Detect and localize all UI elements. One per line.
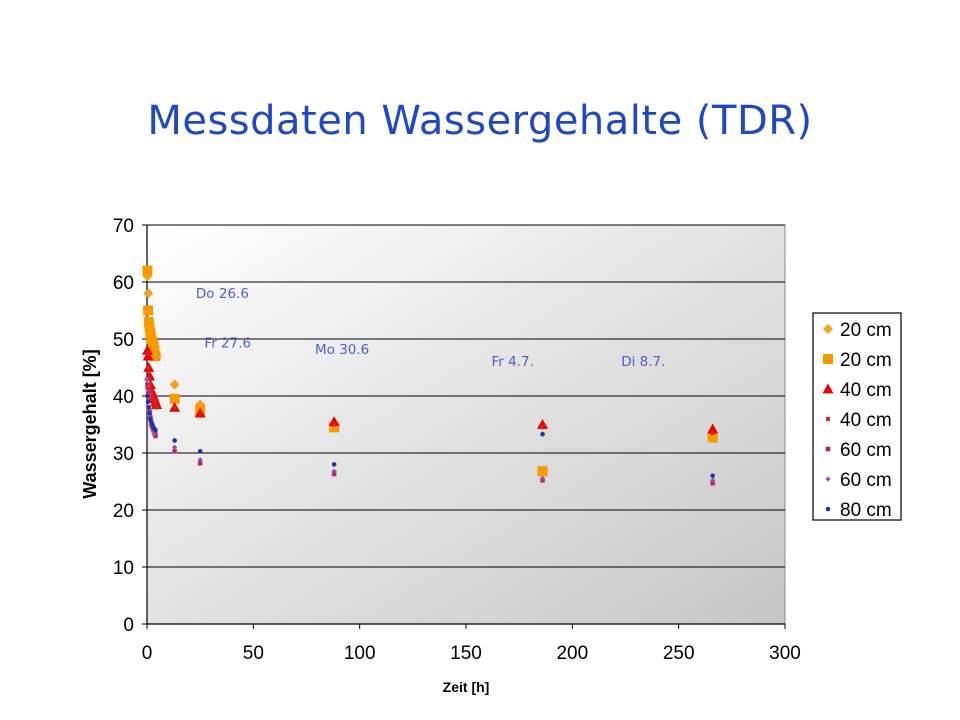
- data-point: [145, 399, 151, 405]
- data-point: [332, 422, 337, 427]
- data-point: [145, 328, 156, 339]
- data-point: [142, 350, 154, 361]
- legend-marker: [825, 506, 831, 512]
- data-point: [710, 431, 715, 436]
- legend-marker: [823, 354, 833, 364]
- legend-label: 20 cm: [840, 350, 892, 371]
- series-6: [145, 393, 715, 479]
- data-point: [145, 351, 150, 356]
- data-point: [169, 379, 180, 390]
- data-point: [144, 376, 151, 382]
- data-point: [145, 393, 150, 399]
- annotation: Mo 30.6: [315, 342, 369, 358]
- data-point: [142, 265, 153, 276]
- data-point: [144, 322, 155, 333]
- y-tick-label: 0: [123, 615, 134, 636]
- data-point: [328, 416, 340, 427]
- data-point: [197, 448, 203, 454]
- series-1: [142, 265, 718, 477]
- slide-title: Messdaten Wassergehalte (TDR): [147, 98, 813, 144]
- y-tick-label: 70: [113, 216, 134, 237]
- data-point: [707, 432, 718, 443]
- data-point: [153, 402, 158, 407]
- data-point: [172, 438, 177, 443]
- legend-label: 60 cm: [840, 440, 892, 461]
- data-point: [150, 351, 161, 362]
- legend-label: 40 cm: [840, 380, 892, 401]
- data-point: [329, 422, 340, 433]
- x-tick-label: 250: [663, 643, 695, 664]
- data-point: [150, 394, 155, 398]
- x-tick-label: 50: [243, 643, 264, 664]
- data-point: [151, 396, 156, 401]
- data-point: [537, 419, 549, 429]
- legend-label: 20 cm: [840, 320, 892, 341]
- data-point: [710, 477, 716, 483]
- data-point: [331, 468, 337, 474]
- legend-marker: [823, 324, 833, 334]
- legend-marker: [826, 417, 830, 421]
- legend-marker: [825, 446, 831, 452]
- annotation: Do 26.6: [196, 286, 249, 302]
- data-point: [152, 399, 157, 404]
- legend-label: 40 cm: [840, 410, 892, 431]
- data-point: [149, 345, 160, 356]
- data-point: [172, 405, 177, 410]
- data-point: [537, 466, 548, 477]
- y-tick-label: 50: [113, 330, 134, 351]
- x-tick-label: 200: [556, 643, 588, 664]
- data-point: [540, 431, 545, 437]
- data-point: [146, 405, 152, 410]
- x-tick-label: 150: [450, 643, 482, 664]
- x-tick-label: 300: [769, 643, 801, 664]
- data-point: [141, 344, 153, 355]
- data-point: [145, 387, 151, 393]
- y-tick-label: 40: [113, 387, 134, 408]
- data-point: [707, 423, 719, 434]
- data-point: [146, 365, 151, 370]
- data-point: [143, 316, 154, 327]
- legend-marker: [822, 383, 834, 394]
- y-tick-label: 30: [113, 444, 134, 465]
- data-point: [154, 405, 159, 410]
- data-point: [540, 425, 545, 430]
- data-point: [710, 473, 715, 479]
- y-tick-label: 60: [113, 273, 134, 294]
- data-point: [331, 462, 337, 467]
- data-point: [147, 410, 152, 416]
- annotation: Fr 27.6: [204, 336, 251, 352]
- data-point: [153, 427, 158, 433]
- data-point: [149, 391, 154, 396]
- annotation: Di 8.7.: [621, 354, 665, 370]
- legend-label: 60 cm: [840, 470, 892, 491]
- y-axis-title: Wassergehalt [%]: [80, 349, 100, 498]
- data-point: [143, 288, 154, 299]
- data-point: [143, 305, 154, 316]
- x-tick-label: 0: [142, 643, 153, 664]
- data-point: [144, 382, 150, 388]
- legend-label: 80 cm: [840, 500, 892, 521]
- data-point: [169, 393, 180, 404]
- data-point: [172, 444, 178, 450]
- data-point: [197, 457, 203, 463]
- legend-marker: [825, 476, 831, 482]
- x-tick-label: 100: [344, 643, 376, 664]
- data-point: [539, 476, 546, 482]
- plot-area: [146, 224, 786, 625]
- x-axis-title: Zeit [h]: [443, 679, 490, 695]
- data-point: [148, 339, 159, 350]
- data-point: [198, 411, 203, 416]
- legend: [812, 312, 902, 521]
- y-tick-label: 10: [113, 558, 134, 579]
- y-tick-label: 20: [113, 501, 134, 522]
- annotation: Fr 4.7.: [492, 354, 534, 370]
